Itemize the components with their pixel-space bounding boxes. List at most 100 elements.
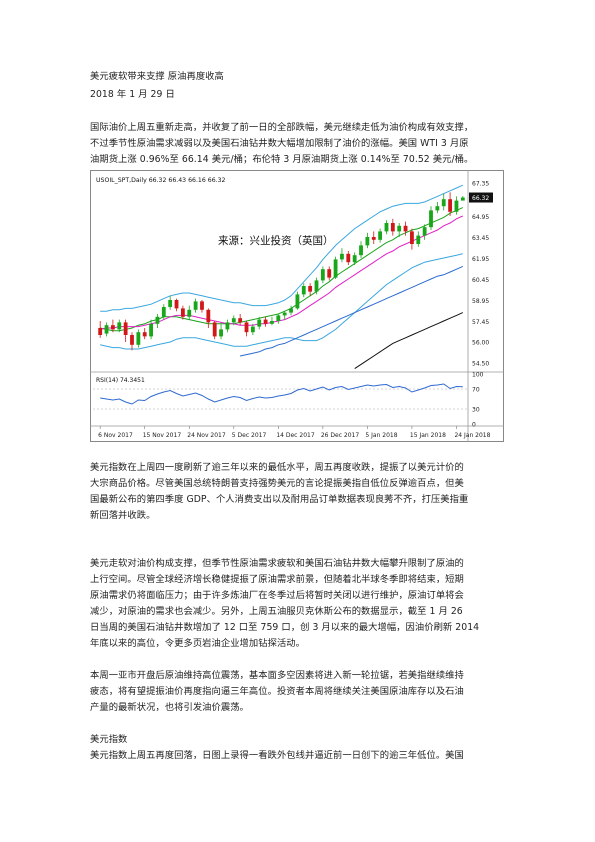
price-tick-label: 56.00 — [472, 340, 489, 347]
candle-body — [263, 319, 268, 324]
candle-body — [448, 199, 453, 212]
rsi-tick-label: 0 — [472, 422, 476, 429]
rsi-label: RSI(14) 74.3451 — [96, 377, 145, 384]
candle-body — [117, 322, 122, 330]
candle-body — [276, 315, 281, 321]
bollinger-lower-line — [100, 253, 463, 350]
moving-average-blue-line — [239, 265, 464, 357]
paragraph-line: 美元指数在上周四一度刷新了逾三年以来的最低水平，周五再度收跌，提振了以美元计价的 — [90, 462, 464, 473]
candle-body — [308, 286, 313, 292]
moving-average-magenta-line — [100, 215, 464, 330]
time-tick-label: 26 Dec 2017 — [321, 432, 360, 439]
paragraph-line: 不过季节性原油需求减弱以及美国石油钻井数大幅增加限制了油价的涨幅。美国 WTI … — [90, 138, 469, 149]
article-title: 美元疲软带来支撑 原油再度收高 — [90, 71, 224, 82]
price-tick-label: 61.95 — [472, 256, 489, 263]
candle-body — [314, 280, 319, 292]
candle-body — [200, 301, 204, 310]
candle-body — [187, 309, 192, 317]
candle-body — [441, 199, 446, 207]
candle-body — [378, 231, 383, 240]
paragraph-line: 美元走软对油价构成支撑，但季节性原油需求疲软和美国石油钻井数大幅攀升限制了原油的 — [90, 558, 464, 569]
candle-body — [225, 322, 230, 330]
paragraph-line: 原油需求仍将面临压力；由于许多炼油厂在冬季过后将暂时关闭以进行维护，原油订单将会 — [90, 590, 464, 601]
candle-body — [301, 286, 306, 295]
candle-body — [231, 318, 236, 323]
price-tick-label: 57.45 — [472, 319, 489, 326]
candle-body — [359, 245, 363, 256]
paragraph-line: 疲态，将有望提振油价再度指向逼三年高位。投资者本周将继续关注美国原油库存以及石油 — [90, 686, 464, 697]
last-price-tag — [469, 192, 493, 203]
candle-body — [168, 300, 173, 307]
candle-body — [352, 255, 357, 263]
candle-body — [289, 308, 293, 313]
candle-body — [149, 323, 153, 337]
paragraph-line: 国际油价上周五重新走高，并收复了前一日的全部跌幅，美元继续走低为油价构成有效支撑… — [90, 122, 474, 133]
candle-body — [403, 225, 408, 232]
moving-average-black-line — [354, 312, 464, 370]
price-tick-label: 58.95 — [472, 298, 489, 305]
chart-header: USOIL_SPT,Daily 66.32 66.43 66.16 66.32 — [96, 177, 226, 184]
time-tick-label: 15 Jan 2018 — [410, 432, 446, 439]
candle-body — [346, 253, 351, 263]
candle-body — [270, 321, 274, 324]
candle-body — [110, 325, 115, 330]
candle-body — [365, 237, 370, 246]
price-tick-label: 64.95 — [472, 214, 489, 221]
price-tick-label: 63.45 — [472, 235, 489, 242]
article-date: 2018 年 1 月 29 日 — [90, 89, 175, 100]
paragraph-line: 上行空间。尽管全球经济增长稳健提振了原油需求前景，但随着北半球冬季即将结束，短期 — [90, 574, 464, 585]
candle-body — [333, 259, 338, 278]
chart-watermark: 来源：兴业投资（英国） — [218, 234, 334, 247]
candle-body — [429, 210, 433, 228]
candle-body — [123, 322, 128, 335]
moving-average-green-line — [100, 207, 464, 332]
candle-body — [384, 223, 389, 232]
candle-body — [454, 200, 459, 212]
price-tick-label: 60.45 — [472, 277, 489, 284]
candle-body — [206, 309, 211, 323]
bollinger-upper-line — [100, 184, 464, 312]
candle-body — [130, 335, 134, 345]
candle-body — [136, 332, 141, 345]
candle-body — [371, 237, 376, 240]
oil-price-chart: USOIL_SPT,Daily 66.32 66.43 66.16 66.32 来… — [90, 170, 504, 442]
time-tick-label: 14 Dec 2017 — [276, 432, 315, 439]
time-tick-label: 5 Jan 2018 — [365, 432, 397, 439]
paragraph-line: 年底以来的高位，令更多页岩油企业增加钻探活动。 — [90, 638, 305, 649]
candle-body — [244, 322, 249, 333]
candle-body — [98, 328, 103, 335]
candle-body — [320, 269, 325, 281]
candle-body — [155, 316, 160, 324]
rsi-tick-label: 100 — [472, 372, 484, 379]
candle-body — [174, 300, 179, 309]
paragraph-line: 产量的最新状况，也将引发油价震荡。 — [90, 702, 249, 713]
candle-body — [219, 329, 223, 337]
candle-body — [142, 332, 147, 337]
price-tick-label: 54.50 — [472, 361, 489, 368]
candle-body — [397, 225, 402, 232]
price-tick-label: 67.35 — [472, 181, 489, 188]
section-heading: 美元指数 — [90, 734, 128, 745]
candle-body — [282, 312, 287, 316]
paragraph-line: 油期货上涨 0.96%至 66.14 美元/桶；布伦特 3 月原油期货上涨 0.… — [90, 154, 474, 165]
candle-body — [327, 269, 332, 278]
paragraph-line: 大宗商品价格。尽管美国总统特朗普支持强势美元的言论提振美指自低位反弹逾百点，但美 — [90, 478, 464, 489]
candle-body — [295, 294, 300, 309]
candle-body — [257, 319, 262, 327]
candle-body — [180, 308, 185, 317]
rsi-line — [100, 383, 463, 405]
candle-body — [104, 325, 109, 334]
paragraph-line: 日当周的美国石油钻井数增加了 12 口至 759 口，创 3 月以来的最大增幅，… — [90, 622, 480, 633]
candle-body — [340, 253, 344, 260]
candle-body — [460, 197, 465, 201]
time-tick-label: 24 Jan 2018 — [454, 432, 490, 439]
candle-body — [212, 322, 217, 337]
time-tick-label: 5 Dec 2017 — [232, 432, 267, 439]
time-tick-label: 15 Nov 2017 — [143, 432, 182, 439]
candle-body — [416, 235, 421, 244]
paragraph-line: 国最新公布的第四季度 GDP、个人消费支出以及耐用品订单数据表现良莠不齐，打压美… — [90, 494, 469, 505]
paragraph-line: 新回落并收跌。 — [90, 510, 156, 521]
candle-body — [250, 326, 255, 333]
paragraph-line: 减少，对原油的需求也会减少。另外，上周五油服贝克休斯公布的数据显示，截至 1 月… — [90, 606, 463, 617]
time-tick-label: 24 Nov 2017 — [187, 432, 226, 439]
